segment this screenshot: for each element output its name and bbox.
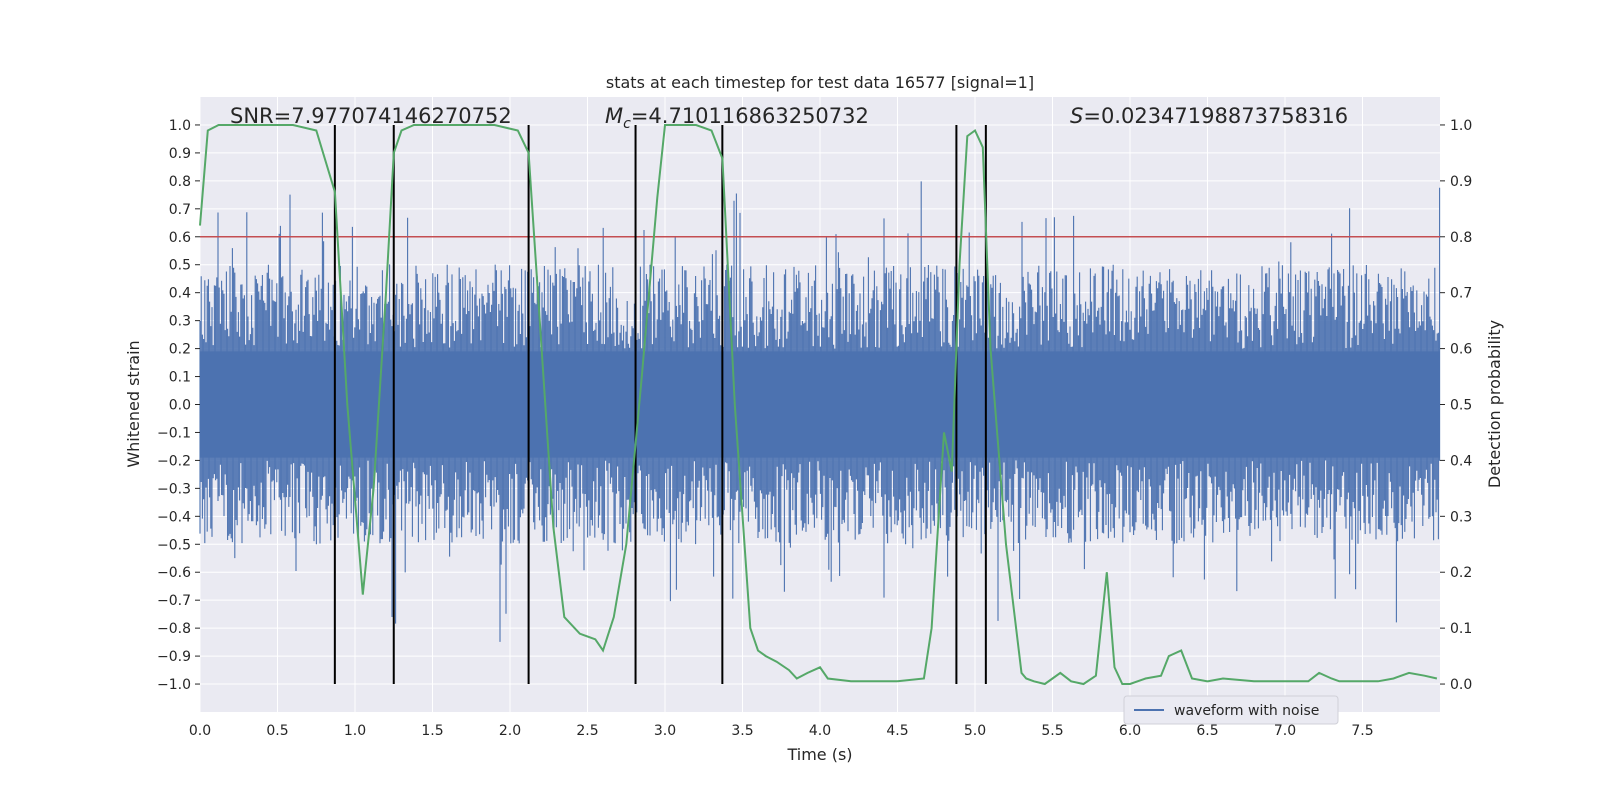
y-axis-label: Whitened strain bbox=[124, 340, 143, 467]
y-tick-label: −1.0 bbox=[157, 677, 191, 693]
x-axis-label: Time (s) bbox=[786, 745, 852, 764]
y2-ticks: 1.0 0.9 0.8 0.7 0.6 0.5 0.4 0.3 0.2 0.1 0.0 bbox=[1440, 118, 1472, 693]
y2-tick-label: 0.4 bbox=[1450, 453, 1472, 469]
y-tick-label: −0.1 bbox=[157, 425, 191, 441]
x-tick-label: 6.5 bbox=[1196, 723, 1218, 739]
y-tick-label: 0.0 bbox=[169, 398, 191, 414]
y-tick-label: −0.6 bbox=[157, 565, 191, 581]
x-tick-label: 7.5 bbox=[1351, 723, 1373, 739]
x-tick-label: 5.0 bbox=[964, 723, 986, 739]
s-annotation: S=0.02347198873758316 bbox=[1070, 104, 1348, 128]
y2-tick-label: 1.0 bbox=[1450, 118, 1472, 134]
y-tick-label: 0.7 bbox=[169, 202, 191, 218]
legend-label: waveform with noise bbox=[1174, 703, 1319, 719]
noise-series bbox=[199, 176, 1441, 642]
chirp-mass-annotation: Mc=4.710116863250732 bbox=[605, 104, 869, 132]
y-tick-label: 0.6 bbox=[169, 230, 191, 246]
y2-tick-label: 0.5 bbox=[1450, 398, 1472, 414]
x-ticks: 0.0 0.5 1.0 1.5 2.0 2.5 3.0 3.5 4.0 4.5 5.0 5.5 6.0 6… bbox=[189, 723, 1374, 739]
y-tick-label: −0.9 bbox=[157, 649, 191, 665]
y-tick-label: −0.7 bbox=[157, 593, 191, 609]
y-tick-label: 0.3 bbox=[169, 314, 191, 330]
y-tick-label: 0.9 bbox=[169, 146, 191, 162]
x-tick-label: 2.0 bbox=[499, 723, 521, 739]
y2-tick-label: 0.1 bbox=[1450, 621, 1472, 637]
y-tick-label: 1.0 bbox=[169, 118, 191, 134]
y-tick-label: −0.4 bbox=[157, 509, 191, 525]
chirp-mass-symbol: M bbox=[605, 104, 623, 128]
y2-axis-label: Detection probability bbox=[1485, 320, 1504, 488]
y-tick-label: 0.5 bbox=[169, 258, 191, 274]
legend-box bbox=[1123, 695, 1339, 725]
snr-annotation: SNR=7.977074146270752 bbox=[230, 104, 512, 128]
s-value: =0.02347198873758316 bbox=[1083, 104, 1348, 128]
chirp-mass-value: =4.710116863250732 bbox=[631, 104, 869, 128]
y-tick-label: 0.8 bbox=[169, 174, 191, 190]
x-tick-label: 1.5 bbox=[421, 723, 443, 739]
x-tick-label: 4.5 bbox=[886, 723, 908, 739]
y-tick-label: −0.2 bbox=[157, 453, 191, 469]
x-tick-label: 0.5 bbox=[266, 723, 288, 739]
y-tick-label: −0.5 bbox=[157, 537, 191, 553]
y2-tick-label: 0.2 bbox=[1450, 565, 1472, 581]
y-tick-label: 0.2 bbox=[169, 342, 191, 358]
y-tick-label: −0.8 bbox=[157, 621, 191, 637]
x-tick-label: 6.0 bbox=[1119, 723, 1141, 739]
x-tick-label: 5.5 bbox=[1041, 723, 1063, 739]
chirp-mass-subscript: c bbox=[623, 116, 631, 132]
x-tick-label: 2.5 bbox=[576, 723, 598, 739]
y-tick-label: 0.4 bbox=[169, 286, 191, 302]
y2-tick-label: 0.0 bbox=[1450, 677, 1472, 693]
x-tick-label: 3.0 bbox=[654, 723, 676, 739]
x-tick-label: 3.5 bbox=[731, 723, 753, 739]
x-tick-label: 7.0 bbox=[1274, 723, 1296, 739]
y2-tick-label: 0.7 bbox=[1450, 286, 1472, 302]
legend: waveform with noise bbox=[1123, 695, 1339, 725]
y-tick-label: 0.1 bbox=[169, 370, 191, 386]
detection-probability-line bbox=[199, 124, 1438, 686]
y2-tick-label: 0.3 bbox=[1450, 509, 1472, 525]
y2-tick-label: 0.9 bbox=[1450, 174, 1472, 190]
chart-title: stats at each timestep for test data 165… bbox=[606, 73, 1034, 92]
y-ticks: 1.0 0.9 0.8 0.7 0.6 0.5 0.4 0.3 0.2 0.1 0.0 −0.1 −0.… bbox=[157, 118, 200, 693]
y-tick-label: −0.3 bbox=[157, 481, 191, 497]
y2-tick-label: 0.8 bbox=[1450, 230, 1472, 246]
s-symbol: S bbox=[1070, 104, 1083, 128]
vertical-lines bbox=[333, 124, 987, 685]
noise-trace bbox=[199, 176, 1441, 642]
y2-tick-label: 0.6 bbox=[1450, 342, 1472, 358]
x-tick-label: 4.0 bbox=[809, 723, 831, 739]
x-tick-label: 1.0 bbox=[344, 723, 366, 739]
x-tick-label: 0.0 bbox=[189, 723, 211, 739]
